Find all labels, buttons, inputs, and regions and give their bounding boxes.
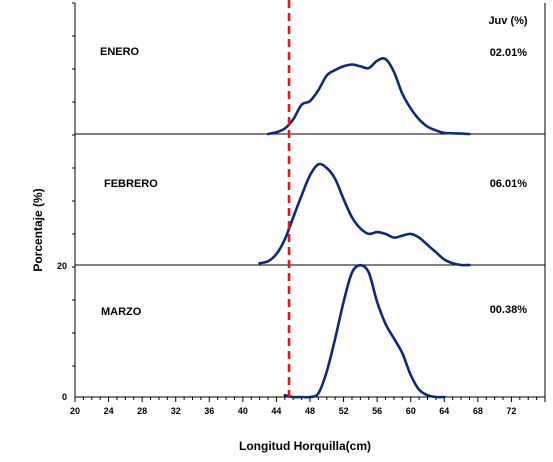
x-tick-label: 40 bbox=[238, 406, 248, 416]
panel-juv-enero: 02.01% bbox=[490, 47, 528, 59]
panel-juv-marzo: 00.38% bbox=[490, 304, 528, 316]
x-axis-title: Longitud Horquilla(cm) bbox=[239, 439, 371, 453]
x-tick-label: 52 bbox=[339, 406, 349, 416]
series-line-marzo bbox=[283, 263, 446, 399]
x-tick-label: 36 bbox=[204, 406, 214, 416]
panel-label-enero: ENERO bbox=[100, 46, 140, 58]
series-line-febrero bbox=[258, 162, 471, 267]
x-tick-label: 56 bbox=[372, 406, 382, 416]
series-lines bbox=[258, 56, 471, 399]
x-axis-ticks: 20 24 28 32 36 40 44 48 52 56 60 64 68 72 bbox=[70, 397, 546, 416]
x-tick-label: 20 bbox=[70, 406, 80, 416]
x-tick-label: 24 bbox=[104, 406, 114, 416]
x-tick-label: 60 bbox=[406, 406, 416, 416]
x-tick-label: 48 bbox=[305, 406, 315, 416]
panel-label-febrero: FEBRERO bbox=[104, 178, 158, 190]
y-tick-label-0: 0 bbox=[62, 392, 67, 402]
x-tick-label: 64 bbox=[439, 406, 449, 416]
x-tick-label: 44 bbox=[271, 406, 281, 416]
x-tick-label: 68 bbox=[473, 406, 483, 416]
x-tick-label: 72 bbox=[506, 406, 516, 416]
panel-juv-febrero: 06.01% bbox=[490, 178, 528, 190]
panel-label-marzo: MARZO bbox=[101, 306, 142, 318]
x-tick-label: 28 bbox=[137, 406, 147, 416]
y-axis-title: Porcentaje (%) bbox=[31, 188, 45, 271]
juv-header: Juv (%) bbox=[488, 15, 527, 27]
series-line-enero bbox=[266, 56, 471, 136]
x-tick-label: 32 bbox=[171, 406, 181, 416]
y-tick-label-20: 20 bbox=[57, 261, 67, 271]
axes-frame bbox=[74, 3, 546, 398]
